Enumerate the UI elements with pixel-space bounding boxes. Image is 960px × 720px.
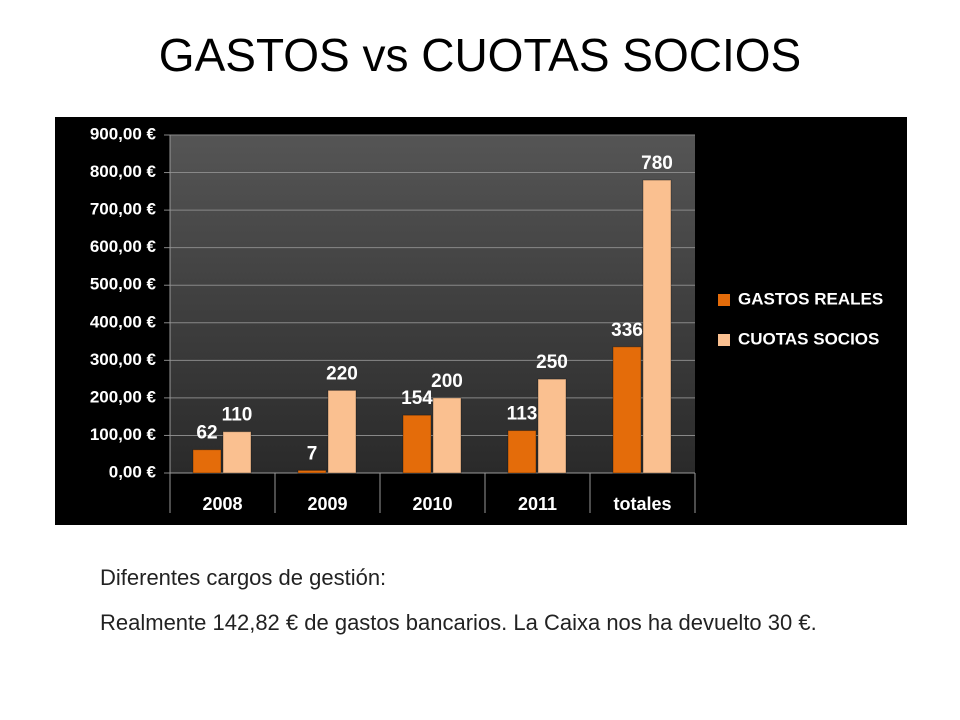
bar	[327, 389, 357, 474]
y-tick-label: 700,00 €	[90, 200, 157, 219]
y-tick-label: 400,00 €	[90, 312, 157, 331]
y-tick-label: 900,00 €	[90, 124, 157, 143]
bar	[297, 469, 327, 474]
y-tick-label: 600,00 €	[90, 237, 157, 256]
slide-title: GASTOS vs CUOTAS SOCIOS	[158, 29, 802, 81]
legend-label: GASTOS REALES	[738, 289, 883, 308]
legend-label: CUOTAS SOCIOS	[738, 329, 879, 348]
bar	[507, 430, 537, 474]
data-label: 110	[222, 405, 253, 426]
body-line: Realmente 142,82 € de gastos bancarios. …	[100, 610, 817, 635]
chart: 0,00 € 100,00 € 200,00 € 300,00 € 400,00 € 50…	[55, 117, 907, 525]
bar	[612, 346, 642, 474]
data-label: 62	[196, 423, 217, 444]
x-tick-label: 2009	[307, 494, 347, 514]
x-tick-label: 2011	[518, 494, 557, 514]
data-label: 7	[307, 443, 318, 464]
body-text: Diferentes cargos de gestión: Realmente …	[100, 562, 870, 652]
bar	[432, 397, 462, 474]
y-tick-label: 300,00 €	[90, 350, 157, 369]
data-label: 220	[326, 363, 358, 384]
legend-swatch	[718, 334, 730, 346]
body-line: Diferentes cargos de gestión:	[100, 565, 387, 590]
y-tick-label: 500,00 €	[90, 275, 157, 294]
bar	[642, 179, 672, 474]
data-label: 780	[641, 153, 673, 174]
data-label: 154	[401, 388, 433, 409]
data-label: 250	[536, 352, 568, 373]
bar	[537, 378, 567, 474]
x-tick-label: 2008	[202, 494, 242, 514]
y-tick-label: 0,00 €	[109, 462, 157, 481]
plot-area	[170, 135, 695, 473]
bar	[222, 431, 252, 474]
y-tick-label: 800,00 €	[90, 162, 157, 181]
data-label: 200	[431, 371, 463, 392]
x-tick-label: totales	[613, 494, 671, 514]
y-tick-label: 200,00 €	[90, 387, 157, 406]
bar	[192, 449, 222, 474]
data-label: 113	[507, 404, 538, 425]
x-tick-label: 2010	[412, 494, 452, 514]
bar	[402, 414, 432, 474]
y-tick-label: 100,00 €	[90, 425, 157, 444]
data-label: 336	[611, 320, 643, 341]
legend-swatch	[718, 294, 730, 306]
